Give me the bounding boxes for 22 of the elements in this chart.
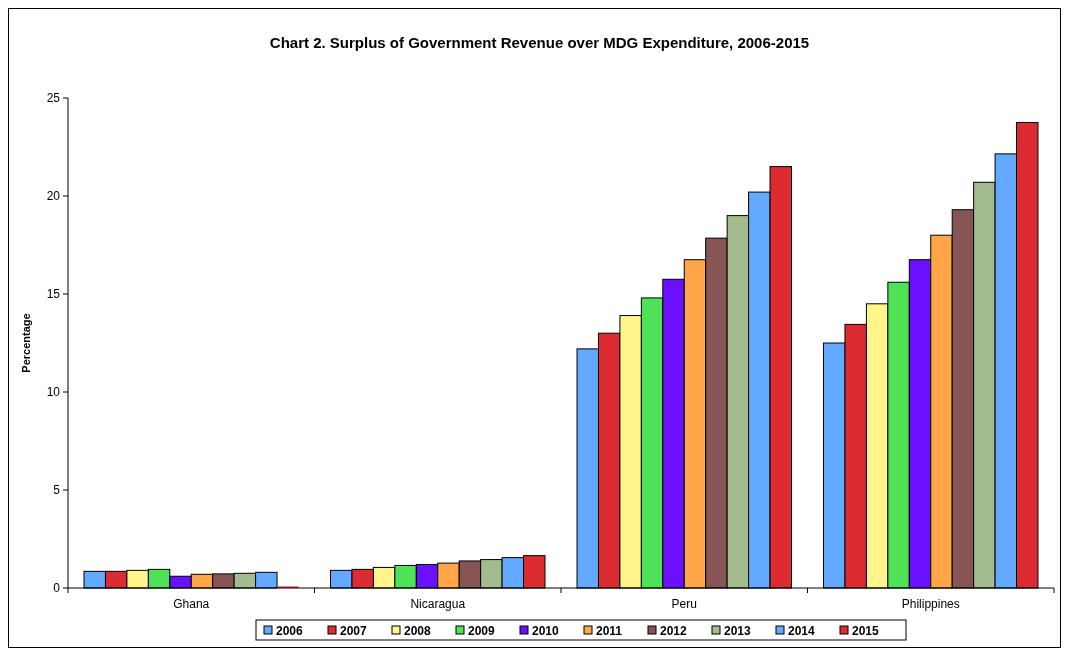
- x-tick-label: Ghana: [173, 597, 210, 611]
- legend-label: 2015: [852, 623, 880, 638]
- y-tick-label: 20: [46, 189, 61, 204]
- legend-label: 2014: [788, 623, 816, 638]
- chart-title: Chart 2. Surplus of Government Revenue over MDG Expenditure, 2006-2015: [269, 34, 810, 51]
- y-axis-title: Percentage: [20, 313, 32, 373]
- legend-label: 2011: [596, 623, 623, 638]
- x-tick-label: Peru: [671, 597, 697, 611]
- y-tick-label: 5: [53, 483, 61, 498]
- x-tick-label: Philippines: [901, 597, 960, 611]
- y-tick-label: 15: [46, 287, 61, 302]
- x-tick-label: Nicaragua: [410, 597, 466, 611]
- legend-label: 2007: [340, 623, 368, 638]
- y-tick-label: 0: [53, 581, 61, 596]
- legend-label: 2006: [276, 623, 304, 638]
- y-tick-label: 25: [46, 91, 61, 106]
- legend-label: 2012: [660, 623, 688, 638]
- legend-label: 2010: [532, 623, 560, 638]
- legend-label: 2013: [724, 623, 752, 638]
- legend-label: 2008: [404, 623, 432, 638]
- legend-label: 2009: [468, 623, 496, 638]
- y-tick-label: 10: [46, 385, 61, 400]
